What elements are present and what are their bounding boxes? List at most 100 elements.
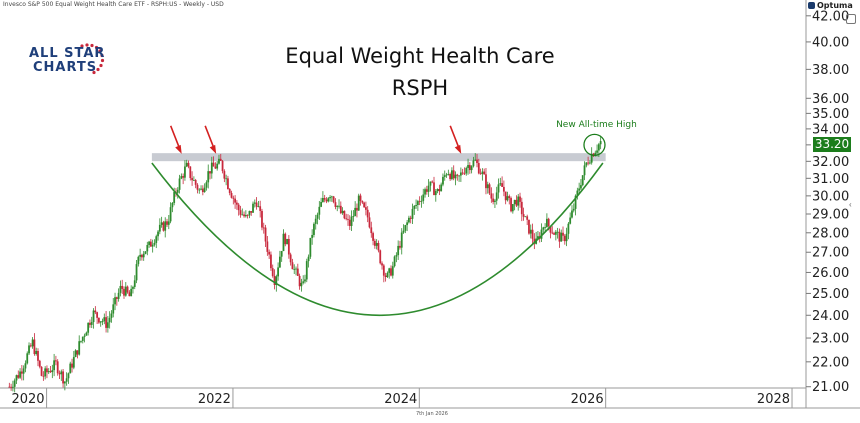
candle-body — [434, 191, 437, 196]
candle-body — [413, 205, 416, 209]
candle-body — [494, 200, 496, 202]
candle-body — [547, 218, 550, 227]
candle-body — [12, 386, 14, 388]
candle-body — [55, 360, 57, 362]
candle-body — [178, 178, 181, 190]
candle-body — [278, 256, 281, 268]
candle-body — [191, 178, 193, 181]
candle-body — [218, 158, 220, 164]
candle-body — [49, 371, 52, 373]
last-price-tag: 33.20 — [813, 137, 851, 152]
candle-body — [409, 217, 412, 219]
candle-body — [399, 245, 401, 248]
candle-body — [537, 236, 539, 239]
candle-body — [365, 207, 367, 210]
candle-body — [506, 196, 509, 201]
candle-body — [28, 345, 30, 354]
candle-body — [402, 230, 405, 233]
candle-body — [209, 171, 211, 174]
y-tick-label: 38.00 — [812, 63, 849, 78]
candle-body — [137, 256, 140, 265]
candle-body — [488, 184, 491, 194]
candle-body — [329, 197, 331, 199]
candle-body — [384, 275, 387, 277]
candle-body — [576, 190, 579, 196]
candle-body — [442, 176, 444, 185]
candle-body — [164, 221, 167, 231]
candle-body — [558, 231, 561, 242]
candle-body — [332, 196, 335, 203]
candle-body — [347, 219, 349, 220]
candle-body — [132, 286, 134, 289]
candle-body — [379, 250, 382, 264]
candle-body — [255, 202, 258, 207]
candle-body — [248, 211, 251, 216]
candle-body — [325, 199, 328, 202]
red-arrow — [204, 125, 215, 150]
candle-body — [519, 196, 521, 202]
candle-body — [556, 231, 559, 233]
candle-body — [449, 173, 452, 180]
candle-body — [76, 350, 79, 355]
candle-body — [74, 350, 77, 357]
candle-body — [207, 171, 210, 183]
candle-body — [415, 205, 417, 206]
candle-body — [47, 371, 50, 373]
expand-panel-icon[interactable]: ‹ — [849, 200, 852, 209]
candle-body — [377, 242, 380, 251]
candle-body — [544, 227, 546, 229]
logo-line1: ALL STAR — [29, 46, 106, 61]
candle-body — [305, 261, 308, 280]
candle-body — [63, 381, 66, 384]
candle-body — [262, 227, 265, 229]
candle-body — [454, 174, 457, 179]
candle-body — [468, 165, 471, 171]
candle-body — [296, 268, 299, 276]
candle-body — [40, 366, 43, 376]
candle-body — [467, 165, 469, 168]
candle-body — [166, 221, 168, 225]
candle-body — [311, 234, 314, 238]
candle-body — [96, 312, 99, 318]
candle-body — [80, 340, 82, 342]
candle-body — [133, 280, 136, 287]
candle-body — [452, 170, 455, 179]
candle-body — [210, 162, 213, 174]
candle-body — [463, 173, 466, 175]
candle-body — [433, 182, 435, 196]
candle-body — [359, 195, 362, 202]
candle-body — [293, 269, 296, 270]
candle-body — [180, 176, 183, 179]
candle-body — [429, 181, 432, 186]
candle-body — [393, 256, 396, 267]
candle-body — [524, 216, 527, 218]
candle-body — [196, 184, 199, 190]
red-arrow-head — [454, 144, 462, 154]
red-arrow — [169, 125, 181, 150]
candle-body — [495, 192, 498, 201]
candle-body — [316, 214, 319, 219]
candle-body — [121, 285, 124, 289]
y-tick-label: 27.00 — [812, 246, 849, 261]
candle-body — [348, 219, 351, 226]
candle-body — [155, 236, 158, 243]
candle-body — [574, 195, 577, 209]
candle-body — [144, 251, 147, 254]
candle-body — [141, 254, 143, 258]
candle-body — [485, 174, 487, 189]
candle-body — [542, 227, 545, 230]
candle-body — [388, 268, 391, 273]
candle-body — [465, 167, 468, 174]
candle-body — [422, 194, 425, 201]
candle-body — [390, 268, 392, 276]
y-tick-label: 23.00 — [812, 332, 849, 347]
lock-icon[interactable] — [846, 14, 856, 24]
candle-body — [438, 189, 441, 192]
candle-body — [270, 254, 272, 269]
y-tick-label: 29.00 — [812, 208, 849, 223]
candle-body — [198, 189, 201, 191]
candle-body — [234, 198, 236, 203]
candle-body — [167, 221, 170, 225]
candle-body — [533, 238, 536, 244]
